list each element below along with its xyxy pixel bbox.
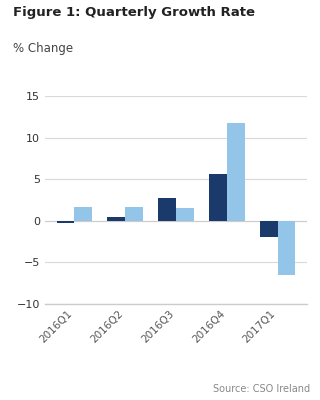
Bar: [75, 208, 92, 221]
Bar: [57, 221, 75, 223]
Bar: [260, 221, 277, 238]
Bar: [158, 198, 176, 221]
Bar: [209, 174, 227, 221]
Bar: [176, 208, 194, 221]
Legend: GDP, GNP: GDP, GNP: [94, 398, 232, 400]
Bar: [227, 123, 244, 221]
Text: Figure 1: Quarterly Growth Rate: Figure 1: Quarterly Growth Rate: [13, 6, 255, 19]
Text: % Change: % Change: [13, 42, 73, 55]
Bar: [277, 221, 295, 275]
Text: Source: CSO Ireland: Source: CSO Ireland: [213, 384, 310, 394]
Bar: [125, 207, 143, 221]
Bar: [108, 218, 125, 221]
